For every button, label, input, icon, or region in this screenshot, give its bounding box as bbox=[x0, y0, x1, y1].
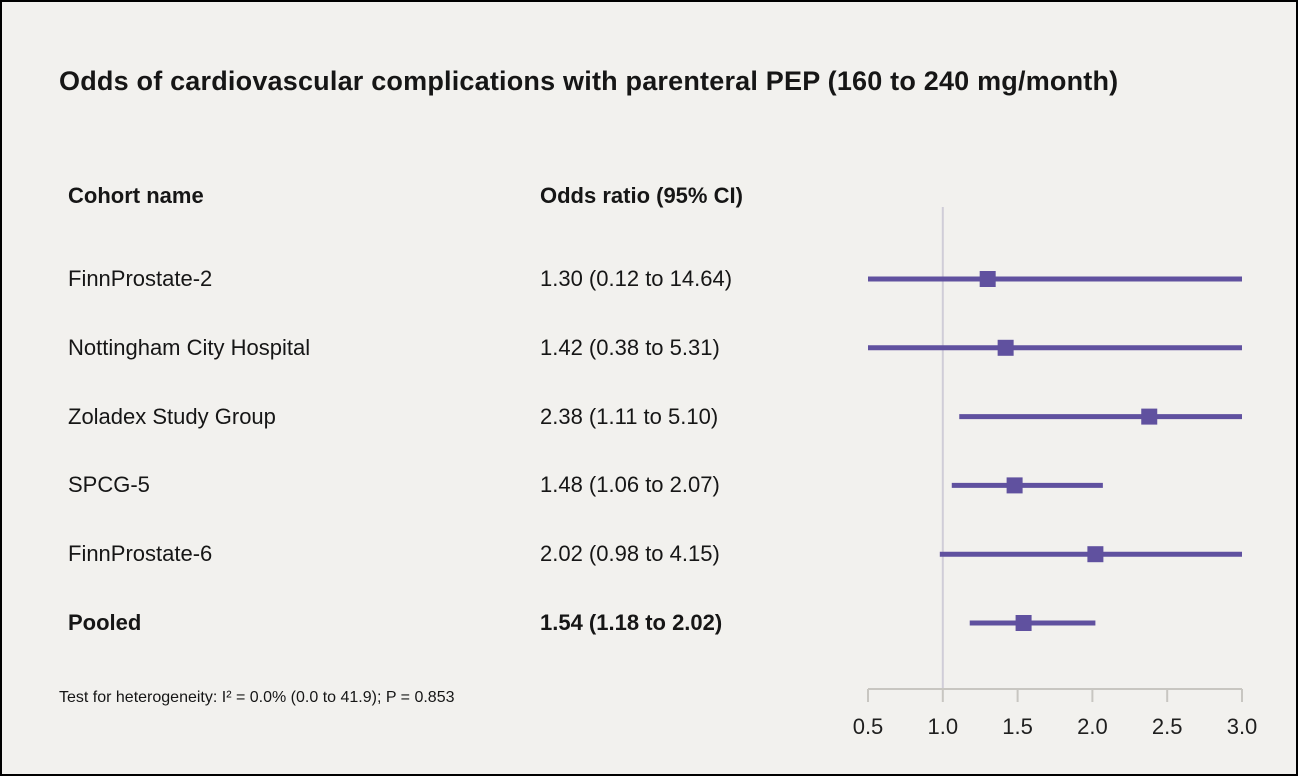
axis-tick-label: 1.5 bbox=[1002, 714, 1033, 739]
column-header-odds-ratio: Odds ratio (95% CI) bbox=[540, 183, 743, 208]
table-row: FinnProstate-6 2.02 (0.98 to 4.15) bbox=[2, 537, 1296, 571]
or-ci-value: 1.42 (0.38 to 5.31) bbox=[540, 334, 720, 360]
cohort-name: Nottingham City Hospital bbox=[68, 334, 311, 360]
or-ci-value: 1.30 (0.12 to 14.64) bbox=[540, 266, 733, 291]
axis-tick-label: 0.5 bbox=[853, 714, 884, 739]
chart-title: Odds of cardiovascular complications wit… bbox=[59, 66, 1119, 96]
cohort-name: FinnProstate-6 bbox=[68, 541, 213, 567]
or-ci-value: 1.54 (1.18 to 2.02) bbox=[540, 610, 723, 635]
or-ci-value: 1.48 (1.06 to 2.07) bbox=[540, 472, 720, 498]
cohort-name: FinnProstate-2 bbox=[68, 266, 213, 291]
cohort-name: Pooled bbox=[68, 610, 142, 635]
heterogeneity-note: Test for heterogeneity: I² = 0.0% (0.0 t… bbox=[59, 689, 455, 706]
cohort-name: Zoladex Study Group bbox=[68, 403, 276, 429]
axis-tick-label: 1.0 bbox=[928, 714, 959, 739]
column-header-cohort: Cohort name bbox=[68, 183, 204, 208]
cohort-name: SPCG-5 bbox=[68, 472, 150, 498]
axis-tick-label: 2.5 bbox=[1152, 714, 1183, 739]
table-row: FinnProstate-2 1.30 (0.12 to 14.64) bbox=[2, 262, 1296, 296]
table-row: SPCG-5 1.48 (1.06 to 2.07) bbox=[2, 468, 1296, 502]
table-row: Nottingham City Hospital 1.42 (0.38 to 5… bbox=[2, 331, 1296, 365]
axis-tick-label: 2.0 bbox=[1077, 714, 1108, 739]
axis-tick-label: 3.0 bbox=[1227, 714, 1258, 739]
or-ci-value: 2.38 (1.11 to 5.10) bbox=[540, 403, 719, 429]
table-row: Zoladex Study Group 2.38 (1.11 to 5.10) bbox=[2, 400, 1296, 434]
table-row: Pooled 1.54 (1.18 to 2.02) bbox=[2, 606, 1296, 640]
or-ci-value: 2.02 (0.98 to 4.15) bbox=[540, 541, 720, 567]
